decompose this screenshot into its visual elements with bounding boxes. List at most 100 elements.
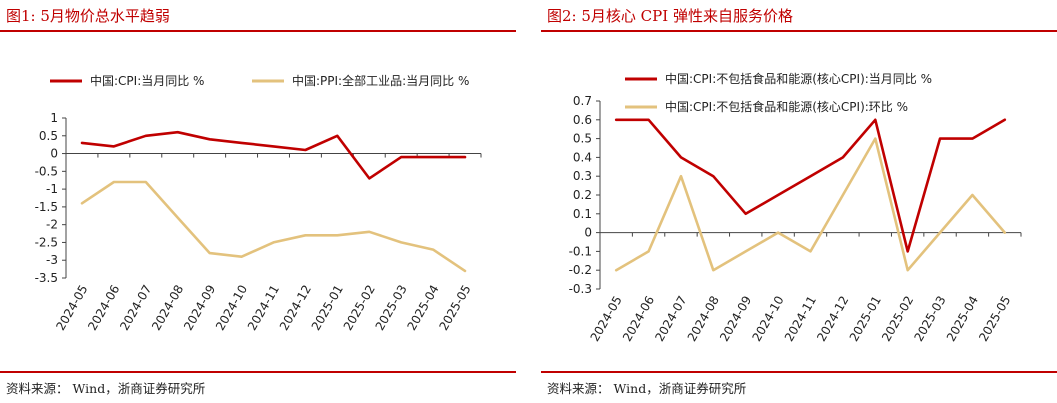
y-tick-label: -3.5 bbox=[35, 271, 58, 285]
data-point bbox=[336, 134, 339, 137]
data-point bbox=[208, 252, 211, 254]
data-point bbox=[744, 250, 747, 253]
data-point bbox=[680, 156, 682, 159]
source-label: 资料来源： bbox=[547, 381, 610, 396]
data-point bbox=[145, 181, 147, 183]
data-point bbox=[777, 231, 779, 234]
y-tick-label: -2.5 bbox=[35, 235, 58, 249]
data-point bbox=[647, 119, 650, 121]
data-point bbox=[647, 250, 650, 253]
data-point bbox=[336, 234, 339, 237]
figure-2-chart: 中国:CPI:不包括食品和能源(核心CPI):当月同比 % 中国:CPI:不包括食… bbox=[569, 71, 1022, 344]
footer-divider bbox=[541, 371, 1057, 373]
legend-label: 中国:CPI:不包括食品和能源(核心CPI):当月同比 % bbox=[665, 71, 932, 86]
data-point bbox=[1004, 231, 1006, 234]
title-divider bbox=[541, 30, 1057, 32]
legend-entry: 中国:CPI:不包括食品和能源(核心CPI):环比 % bbox=[625, 99, 908, 114]
data-point bbox=[777, 194, 779, 196]
data-point bbox=[240, 142, 243, 144]
data-point bbox=[400, 156, 402, 158]
y-tick-label: 0 bbox=[584, 226, 592, 240]
data-point bbox=[464, 156, 466, 158]
legend-label: 中国:CPI:当月同比 % bbox=[90, 73, 204, 88]
data-point bbox=[712, 175, 715, 177]
legend-label: 中国:CPI:不包括食品和能源(核心CPI):环比 % bbox=[665, 99, 908, 114]
data-point bbox=[176, 216, 179, 219]
data-point bbox=[81, 142, 83, 144]
y-tick-label: -0.3 bbox=[569, 282, 592, 296]
title-divider bbox=[0, 30, 516, 32]
y-tick-label: 0 bbox=[50, 147, 58, 161]
legend-entry: 中国:PPI:全部工业品:当月同比 % bbox=[252, 73, 469, 88]
y-tick-label: -1.5 bbox=[35, 200, 58, 214]
x-tick-label: 2025-05 bbox=[976, 294, 1013, 344]
data-point bbox=[432, 248, 434, 251]
source-label: 资料来源： bbox=[6, 381, 69, 396]
figure-2-panel: 图2: 5月核心 CPI 弹性来自服务价格 中国:CPI:不包括食品和能源(核心… bbox=[541, 0, 1057, 403]
x-tick-label: 2025-05 bbox=[436, 283, 473, 333]
y-tick-label: -1 bbox=[46, 182, 58, 196]
data-point bbox=[368, 177, 371, 180]
data-point bbox=[208, 138, 211, 141]
data-point bbox=[432, 156, 434, 158]
data-point bbox=[971, 194, 974, 196]
figure-1-title: 图1: 5月物价总水平趋弱 bbox=[6, 7, 170, 25]
data-point bbox=[939, 137, 941, 140]
data-point bbox=[615, 119, 617, 121]
legend-label: 中国:PPI:全部工业品:当月同比 % bbox=[292, 73, 469, 88]
data-point bbox=[874, 119, 877, 121]
data-point bbox=[906, 269, 909, 271]
figure-1-chart: 中国:CPI:当月同比 % 中国:PPI:全部工业品:当月同比 % 1 0.5 0 -0.… bbox=[35, 73, 482, 333]
figure-2-source: 资料来源： Wind，浙商证券研究所 bbox=[547, 378, 750, 397]
y-tick-label: 0.3 bbox=[573, 169, 592, 183]
legend-entry: 中国:CPI:不包括食品和能源(核心CPI):当月同比 % bbox=[625, 71, 932, 86]
y-tick-label: -0.5 bbox=[35, 164, 58, 178]
series-line-2 bbox=[80, 180, 467, 273]
data-point bbox=[240, 255, 243, 258]
y-tick-label: 0.2 bbox=[573, 188, 592, 202]
y-tick-label: 0.1 bbox=[573, 207, 592, 221]
data-point bbox=[1004, 119, 1006, 121]
figure-2-title: 图2: 5月核心 CPI 弹性来自服务价格 bbox=[547, 7, 793, 25]
data-point bbox=[809, 250, 812, 253]
data-point bbox=[81, 202, 83, 205]
y-tick-label: -3 bbox=[46, 253, 58, 267]
y-tick-label: -0.2 bbox=[569, 263, 592, 277]
data-point bbox=[809, 175, 812, 177]
data-point bbox=[113, 181, 115, 183]
legend-entry: 中国:CPI:当月同比 % bbox=[50, 73, 204, 88]
data-point bbox=[145, 134, 147, 137]
data-point bbox=[368, 230, 371, 233]
source-text: Wind，浙商证券研究所 bbox=[72, 381, 206, 396]
data-point bbox=[615, 269, 617, 271]
data-point bbox=[971, 137, 974, 140]
y-tick-label: 1 bbox=[50, 111, 58, 125]
data-point bbox=[906, 250, 909, 253]
y-tick-label: 0.4 bbox=[573, 150, 592, 164]
data-point bbox=[744, 213, 747, 215]
data-point bbox=[712, 269, 715, 271]
y-tick-label: 0.7 bbox=[573, 94, 592, 108]
y-tick-label: 0.5 bbox=[39, 129, 58, 143]
data-point bbox=[272, 241, 275, 244]
figure-1-source: 资料来源： Wind，浙商证券研究所 bbox=[6, 378, 209, 397]
data-point bbox=[113, 145, 115, 148]
data-point bbox=[400, 241, 402, 244]
y-tick-label: -0.1 bbox=[569, 244, 592, 258]
data-point bbox=[842, 194, 844, 196]
source-text: Wind，浙商证券研究所 bbox=[613, 381, 747, 396]
y-tick-label: -2 bbox=[46, 218, 58, 232]
figure-1-panel: 图1: 5月物价总水平趋弱 中国:CPI:当月同比 % 中国:PPI:全部工业品:… bbox=[0, 0, 516, 403]
data-point bbox=[304, 149, 307, 151]
data-point bbox=[680, 175, 682, 177]
data-point bbox=[874, 137, 877, 140]
footer-divider bbox=[0, 371, 516, 373]
data-point bbox=[939, 231, 941, 234]
series-line-2 bbox=[614, 137, 1007, 272]
data-point bbox=[272, 145, 275, 148]
y-tick-label: 0.5 bbox=[573, 132, 592, 146]
data-point bbox=[464, 270, 466, 272]
data-point bbox=[304, 234, 307, 237]
y-tick-label: 0.6 bbox=[573, 113, 592, 127]
data-point bbox=[842, 156, 844, 159]
